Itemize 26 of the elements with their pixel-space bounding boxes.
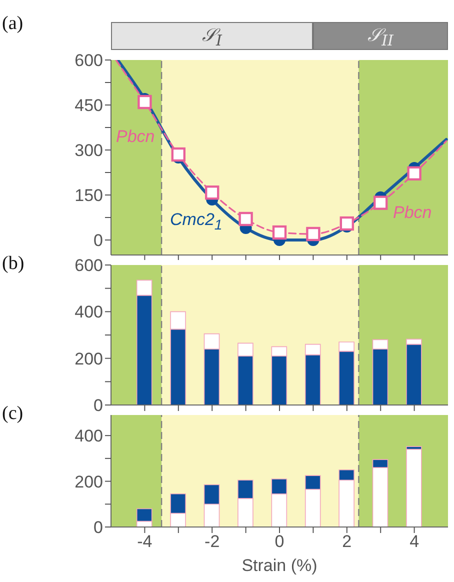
x-tick-label: -4 xyxy=(137,532,152,552)
x-tick-label: 0 xyxy=(274,532,284,552)
x-tick-label: -2 xyxy=(204,532,220,552)
y-tick-label: 600 xyxy=(74,51,103,70)
y-tick-label: 0 xyxy=(94,231,103,250)
x-tick-label: 2 xyxy=(342,532,352,552)
annotation: Pbcn xyxy=(116,127,155,147)
x-tick-label: 4 xyxy=(410,532,420,552)
y-tick-label: 400 xyxy=(74,302,103,322)
annotation: Cmc2$_{1}$ xyxy=(170,210,222,234)
y-tick-label: 600 xyxy=(74,256,103,276)
y-tick-label: 200 xyxy=(74,472,103,492)
y-tick-label: 200 xyxy=(74,349,103,368)
y-tick-label: 300 xyxy=(74,141,103,160)
text: 𝒮$_{I}$ xyxy=(111,22,313,50)
y-tick-label: 0 xyxy=(94,396,103,416)
y-tick-label: 400 xyxy=(74,426,103,446)
chart-title: (c) xyxy=(2,403,24,425)
y-tick-label: 150 xyxy=(74,186,103,206)
y-tick-label: 0 xyxy=(94,518,103,538)
chart-title: (a) xyxy=(2,13,24,35)
text: 𝒮$_{II}$ xyxy=(313,22,448,50)
chart-title: (b) xyxy=(2,253,24,275)
y-tick-label: 450 xyxy=(74,96,103,116)
annotation: Pbcn xyxy=(393,203,432,223)
x-axis-title: Strain (%) xyxy=(242,556,318,575)
